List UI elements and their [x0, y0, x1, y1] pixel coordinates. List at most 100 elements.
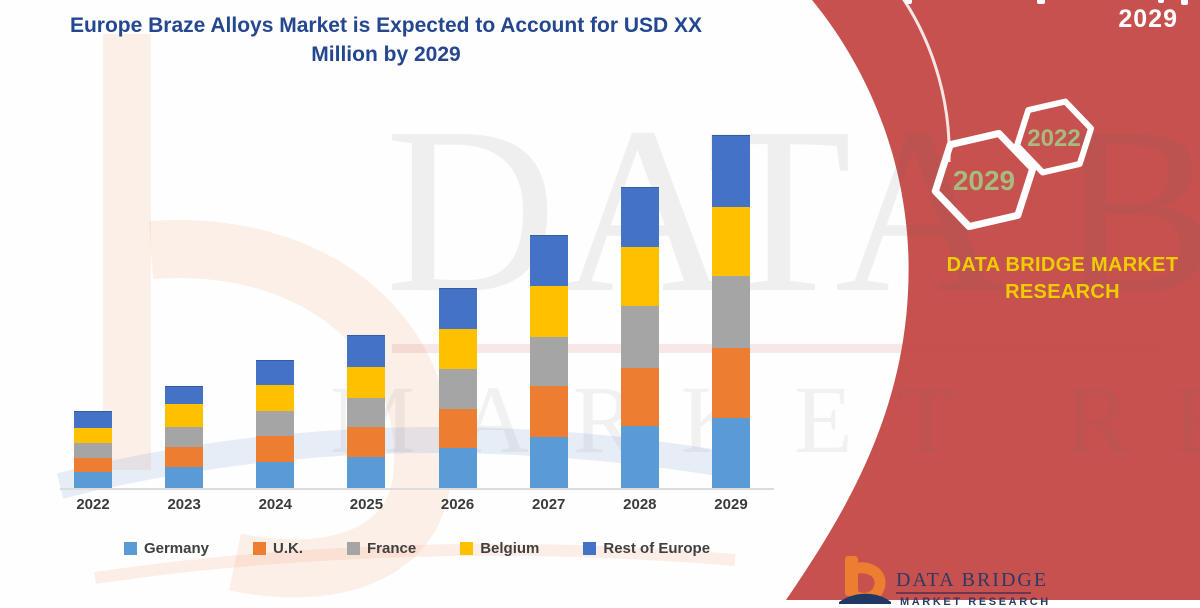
- bar-2025: [347, 335, 386, 488]
- hexagon-2022-label: 2022: [1027, 125, 1080, 152]
- segment-2029-france: [711, 276, 750, 348]
- segment-2024-rest-of-europe: [256, 360, 295, 385]
- segment-2026-belgium: [438, 329, 477, 369]
- bar-2028: [620, 187, 659, 488]
- chart-title: Europe Braze Alloys Market is Expected t…: [28, 12, 744, 70]
- watermark-swoosh-peach: [94, 543, 736, 584]
- legend-swatch-icon: [583, 542, 597, 555]
- legend-swatch-icon: [460, 542, 474, 555]
- segment-2029-u-k-: [711, 348, 750, 418]
- segment-2024-france: [256, 411, 295, 436]
- footer-logo-brand: DATA BRIDGE: [896, 569, 1049, 591]
- segment-2027-france: [529, 337, 568, 386]
- segment-2022-germany: [74, 472, 112, 488]
- segment-2023-france: [165, 427, 204, 447]
- bar-2026: [438, 288, 477, 488]
- brand-text-line2: RESEARCH: [1005, 281, 1120, 303]
- segment-2026-u-k-: [438, 409, 477, 448]
- x-axis-labels: 2022 2023 2024 2025 2026 2027 2028 2029: [60, 496, 774, 513]
- x-axis-label-2025: 2025: [349, 496, 384, 513]
- legend-label: Belgium: [480, 540, 540, 557]
- segment-2029-rest-of-europe: [711, 135, 750, 207]
- watermark-text-data-bridge: DATA BRIDGE: [385, 79, 1200, 342]
- segment-2023-belgium: [165, 404, 204, 427]
- footer-logo-sub: MARKET RESEARCH: [900, 596, 1051, 608]
- segment-2022-france: [74, 443, 112, 458]
- legend-item-belgium: Belgium: [460, 540, 539, 557]
- bar-2027: [529, 235, 568, 488]
- chart-title-line1: Europe Braze Alloys Market is Expected t…: [69, 14, 703, 37]
- segment-2025-belgium: [347, 367, 386, 398]
- legend-label: France: [366, 540, 417, 557]
- chart-legend: Germany U.K. France Belgium Rest of Europe: [60, 540, 774, 557]
- chart-plot-area: [60, 130, 774, 490]
- cropped-text-fragment: [1158, 0, 1164, 3]
- segment-2028-france: [620, 306, 659, 368]
- legend-swatch-icon: [346, 542, 360, 555]
- segment-2028-u-k-: [620, 368, 659, 426]
- bar-2023: [165, 386, 204, 488]
- segment-2027-u-k-: [529, 386, 568, 437]
- hexagon-2029-label: 2029: [953, 165, 1015, 196]
- segment-2027-belgium: [529, 286, 568, 337]
- chart-title-line2: Million by 2029: [311, 42, 461, 66]
- segment-2024-germany: [256, 462, 295, 488]
- segment-2025-u-k-: [347, 427, 386, 457]
- footer-logo-b-icon: [839, 556, 891, 604]
- segment-2025-france: [347, 398, 386, 427]
- top-right-year: 2029: [1118, 5, 1178, 33]
- segment-2028-rest-of-europe: [620, 187, 659, 247]
- hexagon-2029: [931, 129, 1037, 231]
- hexagon-2022: [1013, 98, 1095, 176]
- legend-item-u-k-: U.K.: [252, 540, 303, 557]
- segment-2029-belgium: [711, 207, 750, 276]
- legend-swatch-icon: [123, 542, 137, 555]
- segment-2026-france: [438, 369, 477, 409]
- segment-2028-germany: [620, 426, 659, 488]
- cropped-text-fragment: [1037, 0, 1045, 4]
- bar-2022: [74, 411, 112, 488]
- red-side-shape: [786, 0, 1200, 600]
- year-hexagons: 2029 2022: [931, 98, 1095, 231]
- segment-2026-rest-of-europe: [438, 288, 477, 329]
- brand-text-line1: DATA BRIDGE MARKET: [946, 254, 1179, 276]
- cropped-text-fragment: [1181, 0, 1188, 5]
- legend-label: U.K.: [272, 540, 303, 557]
- legend-item-france: France: [346, 540, 417, 557]
- segment-2029-germany: [711, 418, 750, 488]
- segment-2023-germany: [165, 467, 204, 488]
- legend-label: Germany: [143, 540, 209, 557]
- x-axis-label-2029: 2029: [714, 496, 748, 513]
- segment-2027-germany: [529, 437, 568, 488]
- segment-2028-belgium: [620, 247, 659, 306]
- x-axis-label-2027: 2027: [532, 496, 566, 513]
- x-axis-label-2026: 2026: [440, 496, 475, 513]
- segment-2025-rest-of-europe: [347, 335, 386, 367]
- segment-2023-u-k-: [165, 447, 204, 467]
- segment-2024-belgium: [256, 385, 295, 411]
- segment-2025-germany: [347, 457, 386, 488]
- segment-2027-rest-of-europe: [529, 235, 568, 286]
- bar-2024: [256, 360, 295, 488]
- segment-2023-rest-of-europe: [165, 386, 204, 404]
- brand-text: DATA BRIDGE MARKET RESEARCH: [925, 252, 1200, 306]
- legend-item-rest-of-europe: Rest of Europe: [583, 540, 710, 557]
- x-axis-label-2028: 2028: [623, 496, 657, 513]
- legend-item-germany: Germany: [123, 540, 209, 557]
- footer-logo-underline: [896, 592, 1031, 594]
- x-axis-label-2024: 2024: [258, 496, 292, 513]
- bar-2029: [711, 135, 750, 488]
- segment-2026-germany: [438, 448, 477, 488]
- x-axis-label-2022: 2022: [76, 496, 110, 513]
- legend-label: Rest of Europe: [603, 540, 711, 557]
- cropped-text-fragment: [905, 0, 912, 4]
- segment-2022-belgium: [74, 428, 112, 443]
- watermark-underline: [392, 344, 1162, 353]
- segment-2022-rest-of-europe: [74, 411, 112, 428]
- segment-2022-u-k-: [74, 458, 112, 472]
- x-axis-label-2023: 2023: [167, 496, 201, 513]
- bars: [60, 130, 774, 488]
- segment-2024-u-k-: [256, 436, 295, 462]
